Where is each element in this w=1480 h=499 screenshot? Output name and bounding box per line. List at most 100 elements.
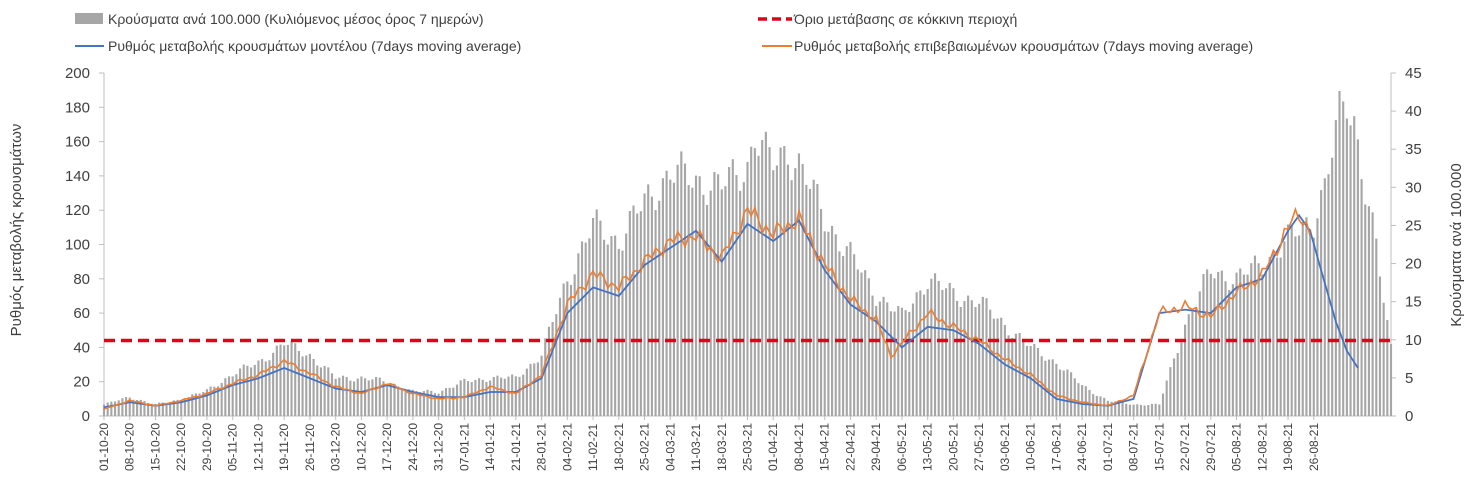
x-tick-label: 22-07-21 — [1178, 423, 1192, 471]
case-bar — [661, 178, 664, 416]
y-tick-label-right: 40 — [1405, 103, 1422, 120]
case-bar — [1033, 343, 1036, 416]
case-bar — [386, 383, 389, 416]
case-bar — [330, 373, 334, 416]
x-tick-label: 10-06-21 — [1024, 423, 1038, 471]
case-bar — [246, 365, 249, 416]
x-tick-label: 29-10-20 — [200, 423, 214, 471]
x-tick-label: 13-05-21 — [921, 423, 935, 471]
case-bar — [191, 394, 194, 416]
case-bar — [154, 403, 157, 416]
case-bar — [694, 175, 698, 416]
case-bar — [268, 360, 271, 416]
case-bar — [1386, 320, 1389, 416]
case-bar — [1180, 342, 1183, 416]
case-bar — [319, 367, 323, 416]
case-bar — [1382, 302, 1385, 416]
case-bar — [478, 378, 481, 416]
case-bar — [875, 305, 878, 416]
case-bar — [400, 389, 403, 416]
case-bar — [1198, 291, 1201, 416]
case-bar — [279, 344, 282, 416]
case-bar — [1360, 179, 1363, 416]
case-bar — [180, 400, 183, 416]
case-bar — [161, 402, 164, 416]
case-bar — [518, 376, 521, 416]
case-bar — [753, 148, 756, 416]
case-bar — [827, 231, 830, 416]
case-bar — [610, 236, 613, 416]
case-bar — [864, 270, 867, 416]
case-bar — [1117, 401, 1120, 416]
case-bar — [117, 400, 120, 416]
x-tick-label: 20-05-21 — [946, 423, 960, 471]
case-bar — [227, 376, 231, 416]
case-bar — [1305, 217, 1308, 416]
case-bar — [724, 186, 727, 416]
case-bar — [720, 189, 723, 416]
case-bar — [595, 209, 598, 416]
case-bar — [540, 355, 543, 416]
case-bar — [444, 388, 448, 416]
case-bar — [404, 390, 407, 416]
y-tick-label-right: 10 — [1405, 332, 1422, 349]
case-bar — [433, 393, 437, 416]
case-bar — [496, 375, 499, 416]
case-bar — [165, 402, 168, 416]
case-bar — [102, 404, 106, 416]
y-ticks-left: 0 20 40 60 80 100 120 140 160 180 200 — [65, 65, 104, 425]
x-tick-label: 01-10-20 — [97, 423, 111, 471]
case-bar — [147, 402, 150, 416]
case-bar — [683, 163, 687, 416]
case-bar — [926, 289, 929, 416]
case-bar — [628, 211, 631, 416]
y-tick-label-left: 80 — [73, 271, 90, 288]
case-bar — [1051, 359, 1054, 416]
case-bar — [507, 376, 510, 416]
case-bar — [599, 220, 602, 416]
case-bar — [1378, 276, 1382, 416]
case-bar — [856, 269, 859, 416]
case-bar — [411, 389, 414, 416]
case-bar — [1099, 396, 1102, 416]
case-bar — [967, 295, 970, 416]
case-bar — [580, 241, 584, 416]
case-bar — [562, 283, 565, 416]
case-bar — [1125, 403, 1128, 416]
case-bar — [911, 303, 915, 416]
case-bar — [922, 294, 926, 416]
case-bar — [819, 209, 823, 416]
case-bar — [838, 251, 841, 416]
case-bar — [959, 306, 962, 416]
case-bar — [1301, 222, 1304, 416]
case-bar — [658, 200, 661, 416]
y-tick-label-left: 20 — [73, 374, 90, 391]
case-bar — [1209, 273, 1212, 416]
case-bar — [750, 146, 753, 416]
x-tick-label: 28-01-21 — [535, 423, 549, 471]
case-bar — [1128, 404, 1131, 416]
x-tick-label: 19-11-20 — [277, 424, 291, 471]
legend-bar-swatch — [75, 13, 103, 24]
case-bar — [441, 390, 444, 416]
case-bar — [558, 297, 562, 416]
case-bar — [823, 231, 826, 416]
case-bar — [158, 402, 161, 416]
case-bar — [915, 292, 918, 416]
x-tick-label: 10-12-20 — [354, 423, 368, 471]
x-tick-label: 25-03-21 — [741, 423, 755, 471]
case-bar — [511, 374, 514, 416]
case-bar — [364, 378, 367, 416]
case-bar — [349, 380, 352, 416]
x-tick-label: 01-07-21 — [1101, 423, 1115, 471]
y-tick-label-left: 0 — [82, 408, 90, 425]
case-bar — [1338, 91, 1341, 416]
case-bar — [452, 387, 455, 416]
y-axis-left-title: Ρυθμός μεταβολής κρουσμάτων — [8, 124, 25, 337]
case-bar — [1375, 238, 1378, 416]
case-bar — [1286, 224, 1290, 416]
y-tick-label-right: 20 — [1405, 256, 1422, 273]
case-bar — [687, 185, 690, 416]
case-bar — [356, 378, 359, 416]
case-bar — [889, 311, 892, 416]
